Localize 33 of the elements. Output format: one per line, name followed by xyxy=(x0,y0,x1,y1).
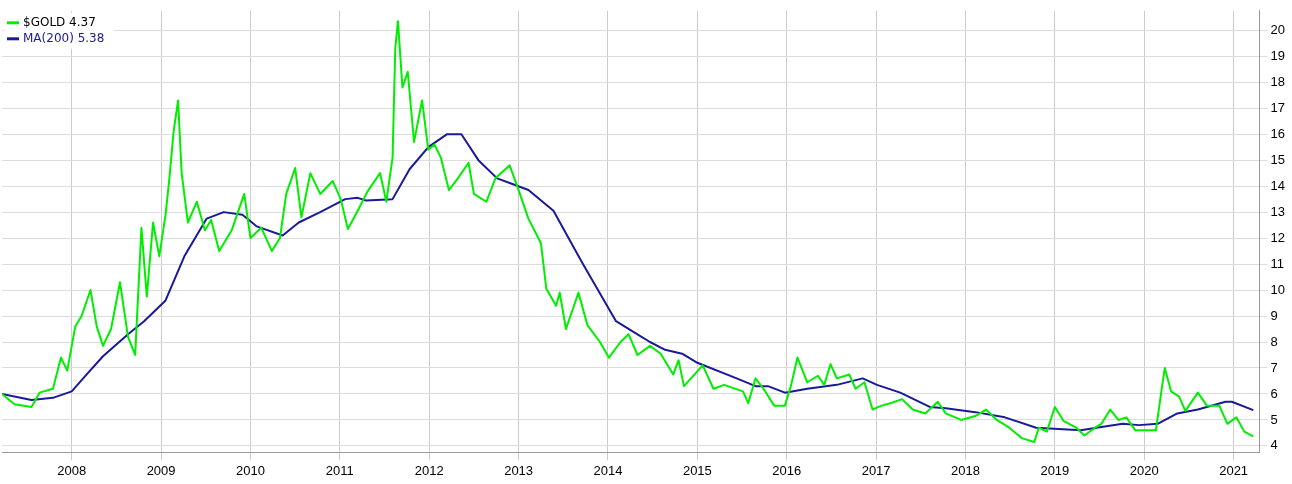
x-tick-label: 2010 xyxy=(236,462,265,478)
y-tick-label: 20 xyxy=(1270,21,1286,37)
x-tick-label: 2008 xyxy=(57,462,87,478)
x-tick-label: 2019 xyxy=(1040,462,1070,478)
x-tick-label: 2012 xyxy=(414,462,444,478)
x-tick-label: 2016 xyxy=(772,462,802,478)
y-tick-label: 14 xyxy=(1270,177,1286,193)
y-tick-label: 19 xyxy=(1270,47,1286,63)
legend-label: $GOLD 4.37 xyxy=(23,14,96,29)
x-tick-label: 2014 xyxy=(593,462,623,478)
legend-label: MA(200) 5.38 xyxy=(23,30,105,45)
x-tick-label: 2021 xyxy=(1219,462,1249,478)
y-tick-label: 8 xyxy=(1270,333,1278,349)
y-tick-label: 15 xyxy=(1270,151,1286,167)
y-tick-label: 13 xyxy=(1270,203,1286,219)
y-tick-label: 9 xyxy=(1270,307,1278,323)
y-tick-label: 6 xyxy=(1270,385,1278,401)
y-tick-label: 4 xyxy=(1270,437,1278,453)
y-tick-label: 18 xyxy=(1270,73,1286,89)
y-tick-label: 16 xyxy=(1270,125,1286,141)
y-tick-label: 11 xyxy=(1270,255,1285,271)
y-tick-label: 10 xyxy=(1270,281,1286,297)
x-tick-label: 2015 xyxy=(682,462,712,478)
x-tick-label: 2020 xyxy=(1129,462,1159,478)
y-tick-label: 5 xyxy=(1270,411,1278,427)
x-tick-label: 2013 xyxy=(504,462,534,478)
x-tick-label: 2009 xyxy=(146,462,176,478)
x-tick-label: 2011 xyxy=(325,462,354,478)
y-tick-label: 17 xyxy=(1270,99,1286,115)
x-tick-label: 2018 xyxy=(951,462,980,478)
y-tick-label: 7 xyxy=(1270,359,1278,375)
x-tick-label: 2017 xyxy=(861,462,891,478)
y-tick-label: 12 xyxy=(1270,229,1286,245)
